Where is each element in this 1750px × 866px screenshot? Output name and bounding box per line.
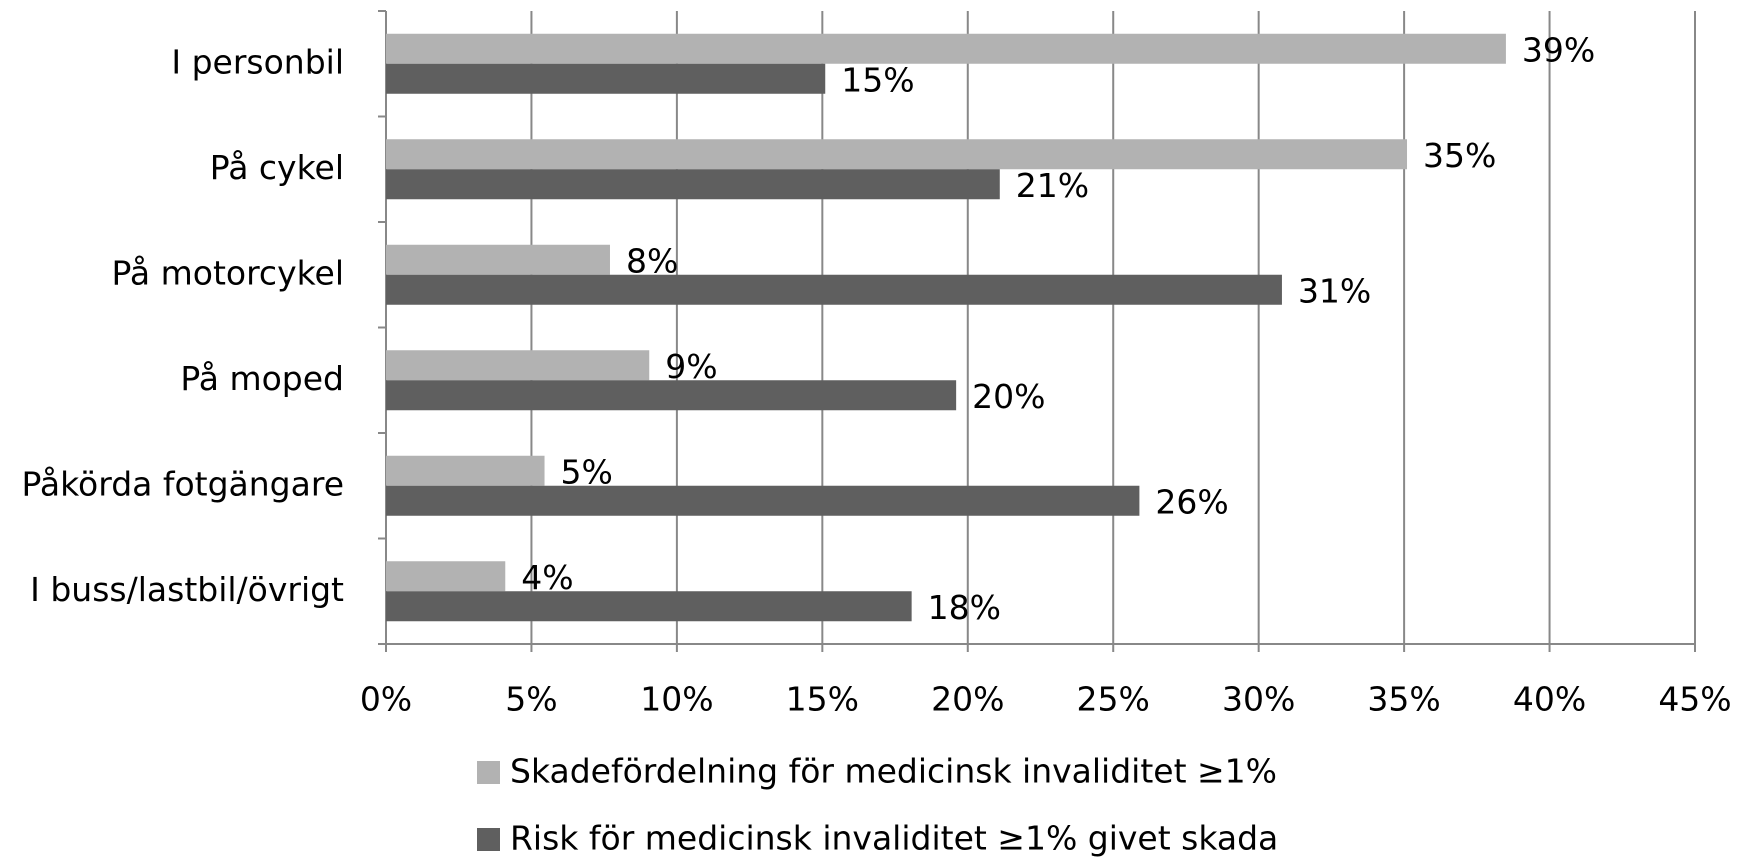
value-label: 18% [928, 588, 1001, 627]
bar [386, 33, 1506, 64]
x-tick-label: 5% [505, 680, 557, 719]
x-tick-label: 20% [931, 680, 1004, 719]
value-label: 21% [1016, 166, 1089, 205]
bar [386, 455, 545, 486]
x-tick-label: 45% [1658, 680, 1731, 719]
y-tick-label: I personbil [171, 42, 344, 81]
value-label: 4% [521, 558, 573, 597]
bar [386, 244, 610, 275]
y-tick-label: På moped [180, 359, 344, 398]
value-label: 15% [841, 60, 914, 99]
value-label: 8% [626, 241, 678, 280]
y-tick-label: På cykel [210, 148, 344, 187]
x-tick-label: 0% [360, 680, 412, 719]
y-tick-label: Påkörda fotgängare [21, 464, 344, 503]
value-label: 35% [1423, 136, 1496, 175]
bar [386, 591, 912, 622]
value-label: 26% [1155, 482, 1228, 521]
y-tick-label: På motorcykel [111, 253, 344, 292]
x-tick-label: 35% [1367, 680, 1440, 719]
bar [386, 350, 650, 381]
x-tick-label: 15% [786, 680, 859, 719]
y-tick-label: I buss/lastbil/övrigt [30, 570, 344, 609]
legend-label: Skadefördelning för medicinsk invalidite… [510, 752, 1277, 791]
bar [386, 274, 1282, 305]
bar [386, 63, 826, 94]
value-label: 9% [665, 347, 717, 386]
value-label: 5% [561, 452, 613, 491]
x-tick-label: 30% [1222, 680, 1295, 719]
bar [386, 485, 1140, 516]
legend-label: Risk för medicinsk invaliditet ≥1% givet… [510, 819, 1278, 858]
bar [386, 169, 1000, 200]
bar [386, 139, 1408, 170]
legend-swatch [477, 828, 500, 851]
value-label: 39% [1522, 30, 1595, 69]
value-label: 20% [972, 377, 1045, 416]
bar [386, 380, 957, 411]
x-tick-label: 40% [1513, 680, 1586, 719]
x-tick-label: 25% [1077, 680, 1150, 719]
value-label: 31% [1298, 271, 1371, 310]
legend-swatch [477, 761, 500, 784]
bar [386, 561, 506, 592]
x-tick-label: 10% [640, 680, 713, 719]
